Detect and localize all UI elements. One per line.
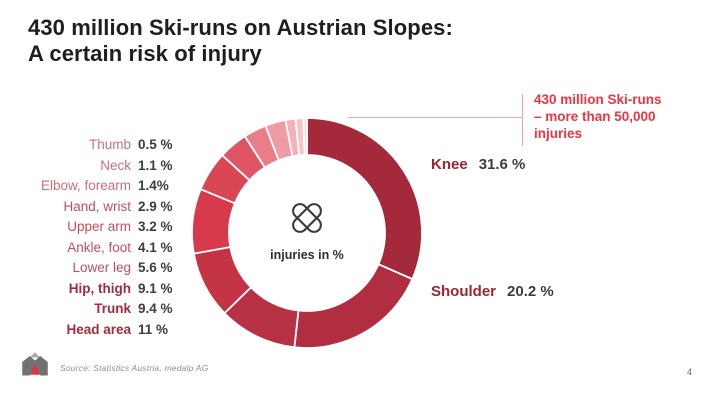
legend-name: Hip, thigh (68, 280, 131, 296)
legend-row: Head area 11 % (16, 322, 188, 343)
injury-legend: Thumb 0.5 % Neck 1.1 % Elbow, forearm 1.4% Han… (16, 137, 188, 342)
donut-svg (191, 117, 423, 349)
legend-name: Thumb (88, 137, 131, 152)
legend-value: 5.6 % (138, 260, 173, 275)
legend-row: Hip, thigh 9.1 % (16, 281, 188, 302)
legend-value: 3.2 % (138, 219, 173, 234)
slide-title: 430 million Ski-runs on Austrian Slopes:… (28, 15, 453, 67)
legend-row: Neck 1.1 % (16, 158, 188, 179)
donut-segment-shoulder (293, 263, 414, 349)
legend-value: 2.9 % (138, 198, 173, 214)
annotation-connector-horizontal (348, 117, 522, 118)
donut-center: injuries in % (237, 197, 377, 262)
legend-name: Lower leg (72, 260, 131, 275)
legend-row: Hand, wrist 2.9 % (16, 199, 188, 220)
legend-value: 0.5 % (138, 137, 173, 152)
page-number: 4 (686, 367, 692, 377)
legend-row: Lower leg 5.6 % (16, 260, 188, 281)
knee-callout: Knee 31.6 % (431, 156, 525, 173)
legend-value: 11 % (138, 321, 169, 337)
legend-row: Thumb 0.5 % (16, 137, 188, 158)
footer: Source: Statistics Austria, medalp AG (20, 351, 209, 384)
legend-name: Trunk (94, 301, 131, 316)
legend-value: 1.4% (138, 178, 169, 193)
medalp-logo (20, 351, 50, 384)
legend-value: 9.4 % (138, 301, 173, 316)
source-text: Source: Statistics Austria, medalp AG (60, 362, 209, 373)
legend-row: Elbow, forearm 1.4% (16, 178, 188, 199)
crossed-bandaids-icon (286, 197, 328, 244)
legend-value: 1.1 % (138, 157, 173, 173)
legend-name: Upper arm (67, 219, 131, 234)
legend-row: Ankle, foot 4.1 % (16, 240, 188, 261)
legend-name: Elbow, forearm (40, 178, 131, 193)
donut-segment-thumb (302, 117, 308, 156)
knee-label: Knee (431, 156, 468, 173)
knee-value: 31.6 % (478, 156, 526, 173)
legend-row: Trunk 9.4 % (16, 301, 188, 322)
donut-center-label: injuries in % (270, 248, 344, 262)
legend-value: 4.1 % (138, 239, 173, 255)
legend-name: Ankle, foot (67, 239, 131, 255)
legend-name: Hand, wrist (63, 198, 131, 214)
shoulder-label: Shoulder (431, 283, 497, 300)
donut-chart (177, 103, 437, 363)
shoulder-value: 20.2 % (507, 283, 554, 300)
shoulder-callout: Shoulder 20.2 % (431, 283, 554, 300)
legend-name: Neck (100, 157, 131, 173)
legend-name: Head area (66, 321, 131, 337)
annotation-connector-vertical (522, 94, 523, 146)
legend-row: Upper arm 3.2 % (16, 219, 188, 240)
legend-value: 9.1 % (138, 280, 173, 296)
annotation-text: 430 million Ski-runs – more than 50,000 … (534, 92, 662, 141)
